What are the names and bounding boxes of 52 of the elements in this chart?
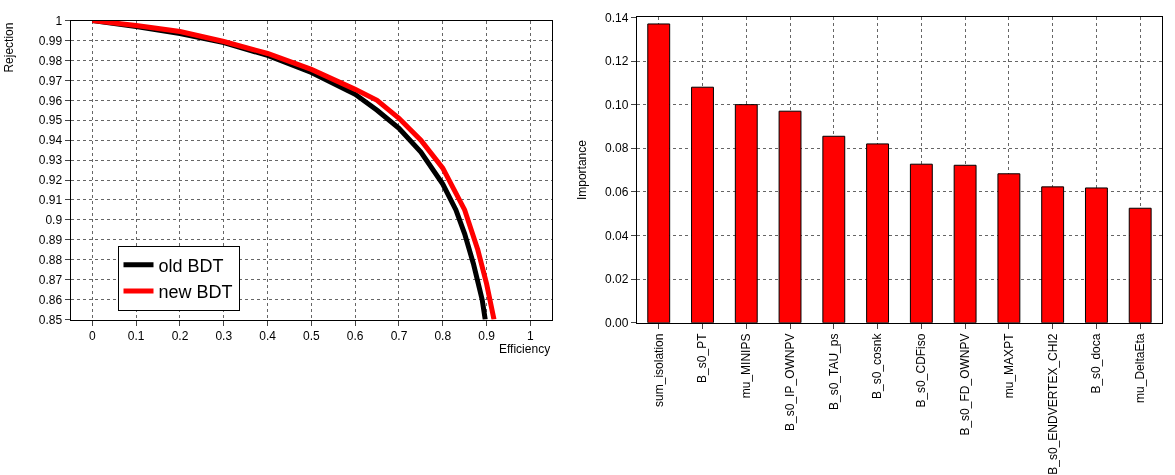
y-tick-label: 0.93 [38, 153, 63, 168]
x-tick-label: B_s0_IP_OWNPV [782, 333, 797, 431]
legend-label: old BDT [158, 255, 224, 276]
x-tick-label: 0.6 [346, 328, 364, 343]
y-axis-title: Rejection [2, 22, 17, 73]
y-tick-label: 0.99 [38, 33, 63, 48]
y-tick-label: 0.02 [605, 272, 629, 287]
y-tick-label: 0.96 [38, 93, 63, 108]
y-tick-label: 0.86 [38, 292, 63, 307]
y-tick-label: 0.89 [38, 233, 63, 248]
y-tick-label: 0.06 [605, 185, 629, 200]
y-tick-label: 0.94 [38, 133, 63, 148]
x-tick-label: 0.9 [478, 328, 496, 343]
y-tick-label: 0.91 [38, 193, 63, 208]
x-tick-label: mu_MINIPS [739, 333, 754, 399]
y-tick-label: 0.85 [38, 312, 63, 327]
x-tick-label: mu_MAXPT [1001, 332, 1016, 399]
y-tick-label: 0.08 [605, 141, 629, 156]
y-tick-label: 0.12 [605, 54, 629, 69]
x-tick-label: 0 [89, 328, 97, 343]
x-tick-label: 0.7 [390, 328, 408, 343]
x-tick-label: B_s0_ENDVERTEX_CHI2 [1045, 333, 1060, 475]
x-tick-label: 0.1 [127, 328, 145, 343]
y-tick-label: 0.88 [38, 252, 63, 267]
x-tick-label: B_s0_cosnk [870, 332, 885, 399]
x-tick-label: 0.8 [434, 328, 452, 343]
x-tick-label: B_s0_FD_OWNPV [958, 333, 973, 436]
y-tick-label: 0.00 [605, 315, 629, 330]
x-tick-label: B_s0_PT [695, 332, 710, 383]
x-tick-label: B_s0_TAU_ps [826, 333, 841, 411]
y-tick-label: 0.95 [38, 113, 63, 128]
y-tick-label: 0.9 [45, 213, 63, 228]
x-axis-title: Efficiency [499, 342, 551, 356]
y-tick-label: 0.98 [38, 53, 63, 68]
x-tick-label: 1 [527, 328, 535, 343]
y-axis-title: Importance [575, 139, 590, 201]
x-tick-label: B_s0_CDFiso [914, 333, 929, 408]
x-tick-label: sum_isolation [651, 333, 666, 407]
y-tick-label: 0.04 [605, 228, 629, 243]
y-tick-label: 1 [55, 13, 63, 28]
legend-label: new BDT [158, 282, 233, 303]
x-tick-label: 0.2 [171, 328, 189, 343]
x-tick-label: mu_DeltaEta [1133, 333, 1148, 403]
y-tick-label: 0.97 [38, 73, 63, 88]
y-tick-label: 0.14 [605, 10, 629, 25]
y-tick-label: 0.10 [605, 97, 629, 112]
y-tick-label: 0.87 [38, 272, 63, 287]
x-tick-label: 0.4 [259, 328, 277, 343]
x-tick-label: B_s0_doca [1089, 333, 1104, 394]
y-tick-label: 0.92 [38, 173, 63, 188]
x-tick-label: 0.5 [303, 328, 321, 343]
x-tick-label: 0.3 [215, 328, 233, 343]
